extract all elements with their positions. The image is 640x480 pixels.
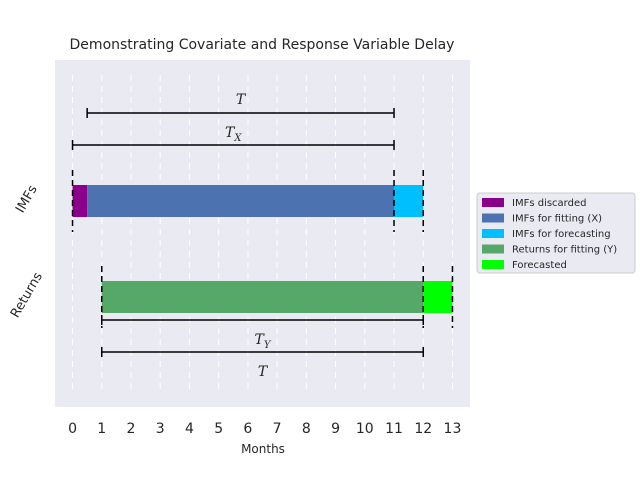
legend-swatch xyxy=(482,244,504,254)
bracket-label-subscript: X xyxy=(233,133,242,144)
legend-label: Returns for fitting (Y) xyxy=(512,245,617,256)
x-tick-label: 13 xyxy=(444,421,462,437)
x-tick-label: 9 xyxy=(331,421,340,437)
x-tick-label: 0 xyxy=(68,421,77,437)
legend-label: Forecasted xyxy=(512,260,567,271)
x-tick-label: 8 xyxy=(302,421,311,437)
legend: IMFs discarded IMFs for fitting (X) IMFs f… xyxy=(476,192,636,274)
x-tick-label: 4 xyxy=(185,421,194,437)
x-tick-label: 10 xyxy=(356,421,374,437)
bar-segment xyxy=(72,185,88,217)
bracket-label: T xyxy=(236,92,247,108)
x-tick-label: 7 xyxy=(273,421,282,437)
x-tick-label: 1 xyxy=(97,421,106,437)
y-category-label: Returns xyxy=(8,270,46,321)
grid-lines xyxy=(72,75,453,392)
legend-swatch xyxy=(482,260,504,269)
x-tick-label: 6 xyxy=(243,421,252,437)
bracket-label: T xyxy=(258,364,269,380)
chart-title: Demonstrating Covariate and Response Var… xyxy=(70,37,455,53)
x-tick-label: 2 xyxy=(127,421,136,437)
legend-label: IMFs for fitting (X) xyxy=(512,214,602,225)
bracket-label-subscript: Y xyxy=(264,340,272,351)
legend-box xyxy=(476,192,636,274)
plot-background xyxy=(55,60,470,407)
legend-swatch xyxy=(482,198,504,207)
x-axis-label: Months xyxy=(241,442,285,456)
bar-segment xyxy=(423,281,453,313)
x-tick-labels: 0 1 2 3 4 5 6 7 8 9 10 11 12 13 xyxy=(68,421,461,437)
bar-segment xyxy=(87,185,395,217)
legend-swatch xyxy=(482,229,504,238)
legend-label: IMFs for forecasting xyxy=(512,229,611,240)
x-tick-label: 3 xyxy=(156,421,165,437)
bar-segment xyxy=(394,185,424,217)
bars xyxy=(72,185,453,313)
x-tick-label: 5 xyxy=(214,421,223,437)
bar-segment xyxy=(101,281,424,313)
x-tick-label: 12 xyxy=(414,421,432,437)
legend-swatch xyxy=(482,213,504,223)
legend-label: IMFs discarded xyxy=(512,198,586,209)
y-category-label: IMFs xyxy=(13,183,41,216)
x-tick-label: 11 xyxy=(385,421,403,437)
